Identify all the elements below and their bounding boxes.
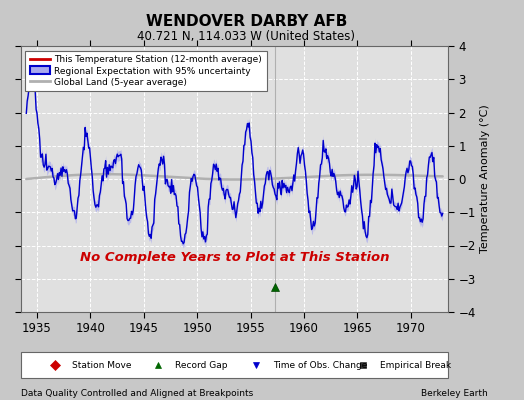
Text: Empirical Break: Empirical Break [380, 360, 451, 370]
Text: Record Gap: Record Gap [174, 360, 227, 370]
Text: 40.721 N, 114.033 W (United States): 40.721 N, 114.033 W (United States) [137, 30, 355, 43]
Text: Data Quality Controlled and Aligned at Breakpoints: Data Quality Controlled and Aligned at B… [21, 389, 253, 398]
FancyBboxPatch shape [21, 352, 448, 378]
Text: WENDOVER DARBY AFB: WENDOVER DARBY AFB [146, 14, 347, 29]
Legend: This Temperature Station (12-month average), Regional Expectation with 95% uncer: This Temperature Station (12-month avera… [26, 50, 267, 92]
Y-axis label: Temperature Anomaly (°C): Temperature Anomaly (°C) [480, 105, 490, 253]
Text: Time of Obs. Change: Time of Obs. Change [273, 360, 367, 370]
Text: Station Move: Station Move [72, 360, 132, 370]
Text: No Complete Years to Plot at This Station: No Complete Years to Plot at This Statio… [80, 251, 389, 264]
Text: Berkeley Earth: Berkeley Earth [421, 389, 487, 398]
